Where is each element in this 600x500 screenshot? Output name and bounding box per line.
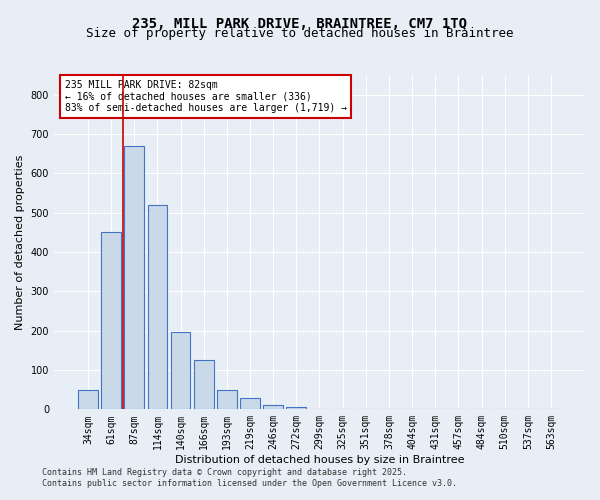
Bar	[124, 146, 144, 409]
Bar	[148, 205, 167, 410]
Bar	[194, 360, 214, 410]
Y-axis label: Number of detached properties: Number of detached properties	[15, 154, 25, 330]
Bar	[263, 406, 283, 409]
Bar	[217, 390, 236, 409]
Text: Contains HM Land Registry data © Crown copyright and database right 2025.
Contai: Contains HM Land Registry data © Crown c…	[42, 468, 457, 487]
Bar	[78, 390, 98, 409]
Text: 235 MILL PARK DRIVE: 82sqm
← 16% of detached houses are smaller (336)
83% of sem: 235 MILL PARK DRIVE: 82sqm ← 16% of deta…	[65, 80, 347, 113]
Bar	[101, 232, 121, 410]
Text: 235, MILL PARK DRIVE, BRAINTREE, CM7 1TQ: 235, MILL PARK DRIVE, BRAINTREE, CM7 1TQ	[133, 18, 467, 32]
Bar	[170, 332, 190, 409]
Text: Size of property relative to detached houses in Braintree: Size of property relative to detached ho…	[86, 28, 514, 40]
Bar	[240, 398, 260, 409]
Bar	[310, 408, 329, 410]
Bar	[286, 408, 306, 410]
X-axis label: Distribution of detached houses by size in Braintree: Distribution of detached houses by size …	[175, 455, 464, 465]
